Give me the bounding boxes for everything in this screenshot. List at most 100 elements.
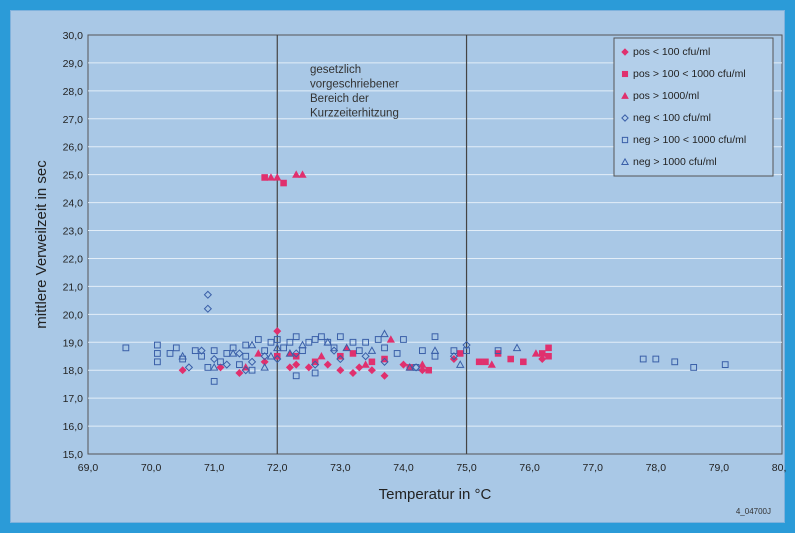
- data-point: [292, 360, 301, 369]
- data-point: [367, 346, 377, 354]
- data-point: [361, 360, 370, 368]
- annotation-line: Bereich der: [310, 93, 369, 105]
- x-tick-label: 74,0: [393, 462, 414, 474]
- data-point: [172, 344, 180, 352]
- data-point: [292, 349, 301, 358]
- data-point: [298, 170, 307, 178]
- vertical-reference-lines: [276, 35, 468, 454]
- data-point: [292, 170, 301, 178]
- data-point: [323, 360, 332, 369]
- data-point: [242, 341, 250, 349]
- data-point: [235, 369, 244, 377]
- data-point: [280, 344, 287, 352]
- data-point: [285, 348, 295, 357]
- data-point: [361, 352, 370, 361]
- data-point: [336, 354, 345, 364]
- data-point: [223, 350, 231, 357]
- data-point: [254, 336, 262, 343]
- data-point: [197, 346, 206, 355]
- data-point: [374, 336, 382, 343]
- y-tick-label: 23,0: [63, 226, 84, 238]
- legend: pos < 100 cfu/ml pos > 100 < 1000 cfu/ml p…: [613, 37, 774, 177]
- data-point: [538, 350, 546, 357]
- data-point: [209, 362, 219, 371]
- data-point: [425, 366, 432, 374]
- data-point: [203, 290, 212, 299]
- data-point: [690, 364, 698, 371]
- annotation-line: Kurzzeiterhitzung: [310, 108, 399, 120]
- data-point: [652, 355, 660, 363]
- x-tick-label: 76,0: [519, 462, 540, 474]
- data-point: [462, 340, 471, 350]
- y-tick-label: 26,0: [63, 142, 84, 154]
- legend-marker: [621, 157, 629, 166]
- data-point: [456, 350, 464, 357]
- data-point: [329, 346, 339, 355]
- data-point: [349, 350, 357, 357]
- data-point: [349, 338, 357, 346]
- data-point: [368, 358, 376, 366]
- data-point: [285, 363, 294, 372]
- data-point: [393, 350, 401, 357]
- data-point: [217, 358, 224, 366]
- data-point: [362, 338, 369, 346]
- grid: [88, 62, 782, 427]
- y-tick-label: 15,0: [63, 449, 84, 461]
- data-point: [203, 304, 212, 313]
- data-point: [380, 371, 389, 380]
- data-point: [507, 355, 514, 363]
- data-point: [280, 179, 287, 187]
- data-point: [166, 350, 174, 357]
- data-point: [411, 363, 421, 372]
- y-tick-label: 20,0: [63, 309, 84, 321]
- data-point: [247, 357, 257, 366]
- data-point: [273, 173, 282, 181]
- annotation-line: vorgeschriebener: [310, 79, 399, 91]
- data-point: [298, 340, 307, 349]
- data-point: [419, 347, 426, 355]
- data-point: [399, 360, 408, 369]
- data-point: [450, 347, 458, 355]
- y-axis-label: mittlere Verweilzeit in sec: [33, 160, 50, 329]
- data-point: [405, 362, 415, 371]
- data-point: [292, 333, 300, 341]
- data-point: [154, 350, 161, 357]
- data-point: [348, 369, 357, 377]
- legend-marker: [621, 48, 629, 56]
- data-point: [721, 361, 729, 368]
- data-point: [273, 327, 282, 336]
- legend-entry: pos > 1000/ml: [633, 90, 699, 102]
- data-point: [482, 358, 489, 366]
- data-point: [355, 347, 363, 355]
- data-point: [431, 333, 439, 341]
- data-point: [241, 366, 250, 375]
- data-point: [311, 369, 319, 377]
- annotation-line: gesetzlich: [310, 64, 361, 76]
- y-tick-label: 30,0: [63, 30, 84, 42]
- data-point: [367, 366, 376, 375]
- x-tick-label: 77,0: [583, 462, 604, 474]
- data-point: [260, 352, 269, 361]
- data-point: [323, 337, 333, 346]
- data-point: [235, 349, 244, 358]
- data-point: [342, 343, 351, 352]
- data-point: [336, 333, 344, 341]
- legend-marker: [621, 70, 629, 78]
- data-point: [386, 335, 395, 343]
- data-point: [545, 352, 552, 360]
- data-point: [236, 361, 243, 368]
- data-point: [273, 343, 282, 352]
- data-point: [184, 363, 194, 372]
- data-point: [248, 366, 256, 374]
- data-point: [210, 377, 218, 385]
- y-axis-ticks: 15,0 16,0 17,0 18,0 19,0 20,0 21,0 22,0 23,0 24,0…: [63, 30, 84, 461]
- y-tick-label: 27,0: [63, 114, 84, 126]
- legend-entry: neg > 1000 cfu/ml: [633, 156, 717, 168]
- x-axis-ticks: 69,0 70,0 71,0 72,0 73,0 74,0 75,0 76,0 77,0 78,0…: [78, 462, 786, 474]
- data-point: [222, 360, 231, 369]
- data-point: [247, 340, 257, 349]
- y-tick-label: 24,0: [63, 198, 84, 210]
- data-point: [210, 347, 218, 355]
- data-point: [639, 355, 647, 363]
- data-point: [273, 354, 282, 364]
